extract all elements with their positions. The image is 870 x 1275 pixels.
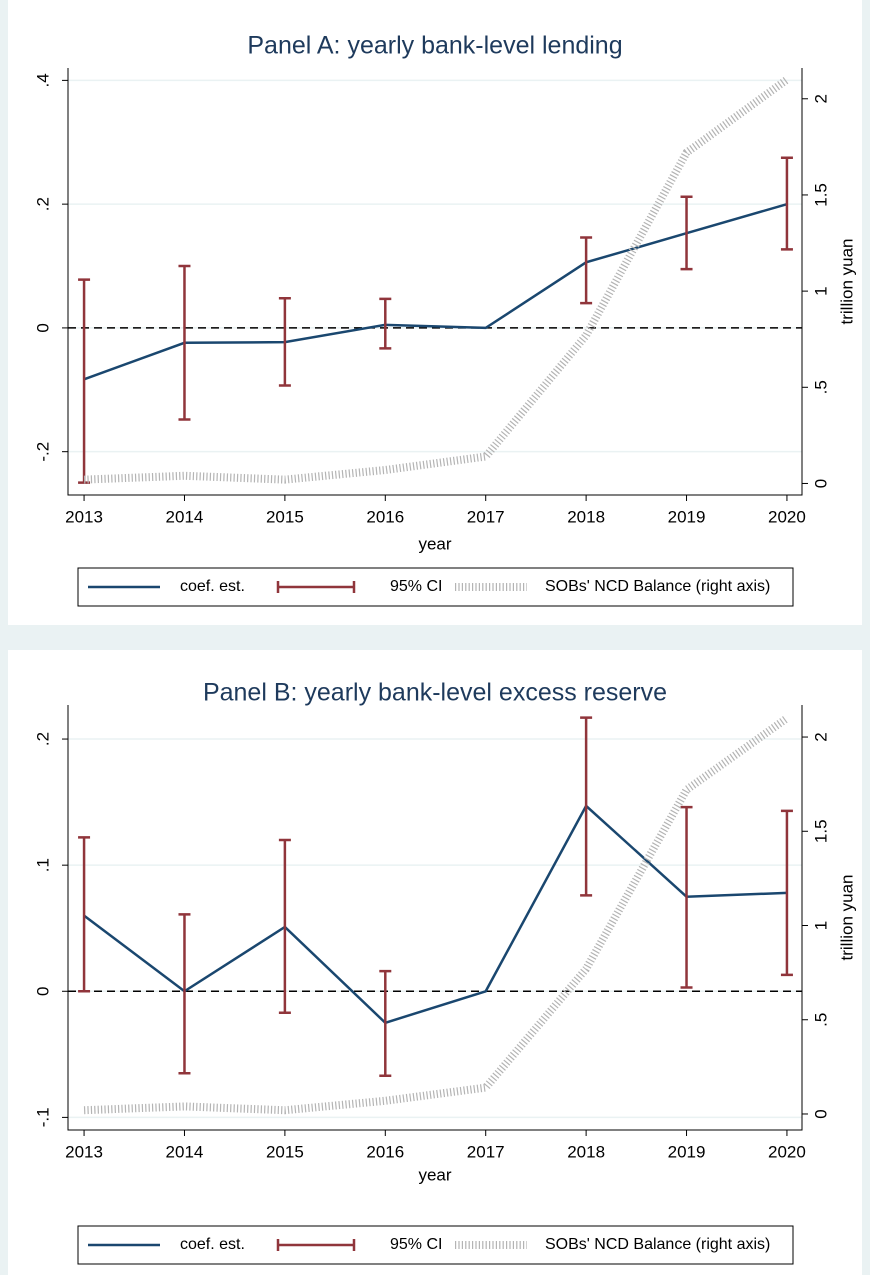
legend-label: SOBs' NCD Balance (right axis) [545,578,770,595]
error-bar [379,297,392,350]
error-bar [278,838,291,1014]
x-tick-label: 2020 [768,507,806,526]
error-bar [780,809,793,977]
x-tick-label: 2020 [768,1142,806,1161]
y2-tick-label: 1.5 [811,819,830,843]
y-tick-label: 0 [33,987,52,996]
error-bar [78,836,91,993]
x-tick-label: 2018 [567,507,605,526]
y2-tick-label: 1 [811,921,830,930]
x-tick-label: 2017 [467,1142,505,1161]
y-tick-label: -.2 [33,442,52,462]
y2-tick-label: 2 [811,732,830,741]
error-bar [580,236,593,305]
coef-line [83,803,787,1025]
x-tick-label: 2015 [266,1142,304,1161]
legend-label: 95% CI [390,578,442,595]
error-bar [379,969,392,1078]
y2-axis-title: trillion yuan [837,239,856,325]
error-bar [580,716,593,897]
y2-tick-label: 0 [811,479,830,488]
y-tick-label: .2 [33,197,52,211]
x-tick-label: 2016 [366,1142,404,1161]
axes [67,68,803,496]
legend-label: coef. est. [180,578,245,595]
y-tick-label: 0 [33,323,52,332]
chart-title: Panel B: yearly bank-level excess reserv… [203,679,667,707]
y-tick-label: -.1 [33,1107,52,1127]
legend-box [77,1225,794,1265]
x-tick-label: 2019 [668,1142,706,1161]
legend-label: 95% CI [390,1236,442,1253]
legend-swatch [276,1239,356,1251]
coef-line [83,202,788,381]
y2-tick-label: 1 [811,286,830,295]
y-tick-label: .1 [33,858,52,872]
x-tick-label: 2017 [467,507,505,526]
legend-label: coef. est. [180,1236,245,1253]
error-bar [680,195,693,271]
y-tick-label: .4 [33,73,52,87]
chart-title: Panel A: yearly bank-level lending [247,32,622,60]
y2-tick-label: 1.5 [811,183,830,207]
y-tick-label: .2 [33,732,52,746]
panel-background [8,650,862,1275]
x-axis-title: year [418,1165,451,1184]
y2-axis-title: trillion yuan [837,875,856,961]
error-bar [780,156,793,251]
y2-tick-label: .5 [811,1013,830,1027]
x-tick-label: 2013 [65,507,103,526]
error-bar [178,264,191,421]
x-tick-label: 2016 [366,507,404,526]
x-tick-label: 2014 [166,507,204,526]
error-bar [178,913,191,1075]
panel-background [8,0,862,625]
y2-tick-label: 2 [811,94,830,103]
x-tick-label: 2019 [668,507,706,526]
x-tick-label: 2018 [567,1142,605,1161]
x-tick-label: 2014 [166,1142,204,1161]
axes [67,705,803,1131]
x-tick-label: 2015 [266,507,304,526]
legend-swatch [276,581,356,593]
legend-box [77,567,794,607]
x-tick-label: 2013 [65,1142,103,1161]
y2-tick-label: .5 [811,380,830,394]
x-axis-title: year [418,534,451,553]
error-bar [278,296,291,387]
y2-tick-label: 0 [811,1109,830,1118]
legend-label: SOBs' NCD Balance (right axis) [545,1236,770,1253]
error-bar [680,805,693,989]
